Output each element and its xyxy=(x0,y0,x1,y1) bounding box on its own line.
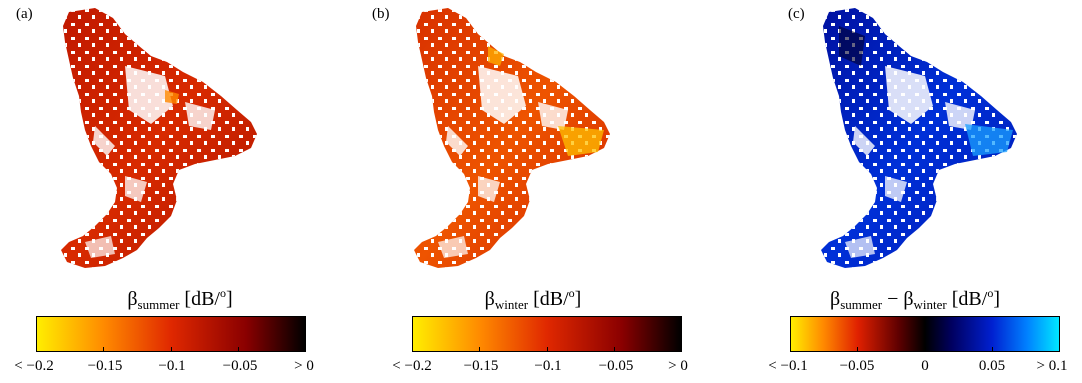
panel-b: (b) βwinter [dB/o] < −0.2 −0.15 xyxy=(360,0,720,383)
tickmark xyxy=(547,347,548,352)
tickmark xyxy=(857,347,858,352)
tick-label: < −0.2 xyxy=(392,358,432,374)
tickmark xyxy=(479,347,480,352)
tick-label: −0.1 xyxy=(534,358,562,374)
tickmark xyxy=(103,347,104,352)
region-map xyxy=(61,8,257,268)
tick-label: 0.05 xyxy=(978,358,1006,374)
tickmark xyxy=(992,347,993,352)
colorbar-title: βsummer [dB/o] xyxy=(127,286,233,312)
tick-label: −0.05 xyxy=(598,358,634,374)
tick-label: < −0.2 xyxy=(14,358,54,374)
tick-label: −0.15 xyxy=(87,358,123,374)
tickmark xyxy=(412,347,413,352)
tickmark xyxy=(925,347,926,352)
tick-label: −0.05 xyxy=(222,358,258,374)
tick-label: < −0.1 xyxy=(768,358,808,374)
tick-label: −0.05 xyxy=(839,358,875,374)
tick-label: −0.15 xyxy=(463,358,499,374)
region-map xyxy=(414,8,610,268)
region-map xyxy=(821,8,1017,268)
panel-letter: (a) xyxy=(16,6,33,22)
colorbar xyxy=(36,316,306,352)
tick-label: 0 xyxy=(921,358,929,374)
tickmark xyxy=(238,347,239,352)
panel-letter: (b) xyxy=(372,6,390,22)
tick-label: > 0.1 xyxy=(1036,358,1068,374)
tickmark xyxy=(614,347,615,352)
tick-label: −0.1 xyxy=(158,358,186,374)
tickmark xyxy=(681,347,682,352)
tickmark xyxy=(305,347,306,352)
colorbar-title: βsummer − βwinter [dB/o] xyxy=(830,286,1000,312)
tickmark xyxy=(36,347,37,352)
tickmark xyxy=(790,347,791,352)
panel-c: (c) βsummer − βwinter [dB/o] < −0.1 xyxy=(720,0,1082,383)
tickmark xyxy=(1059,347,1060,352)
tick-label: > 0 xyxy=(294,358,314,374)
panel-a: (a) βsummer [dB/o] < −0.2 −0.15 −0.1 xyxy=(0,0,360,383)
colorbar xyxy=(412,316,682,352)
panel-letter: (c) xyxy=(788,6,805,22)
colorbar-title: βwinter [dB/o] xyxy=(484,286,582,312)
tick-label: > 0 xyxy=(668,358,688,374)
tickmark xyxy=(171,347,172,352)
